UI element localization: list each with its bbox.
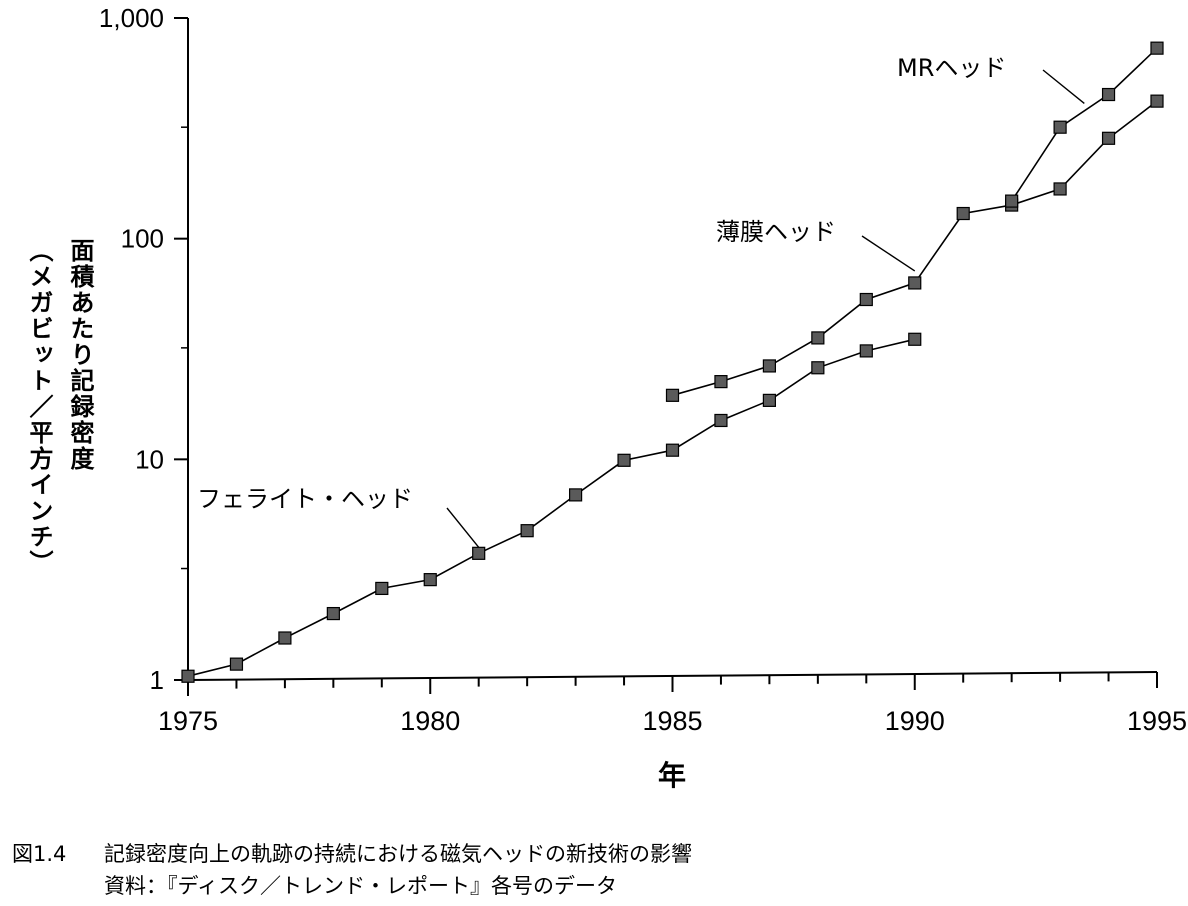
x-tick-label: 1980	[400, 706, 460, 736]
data-point	[714, 375, 728, 389]
data-point	[423, 573, 437, 587]
data-point	[1101, 131, 1116, 145]
data-point	[811, 361, 825, 375]
data-point	[1053, 120, 1067, 134]
data-point	[1150, 94, 1164, 108]
figure-source: 資料：『ディスク／トレンド・レポート』各号のデータ	[104, 874, 618, 898]
figure-caption: 図1.4 記録密度向上の軌跡の持続における磁気ヘッドの新技術の影響 資料：『ディス…	[12, 838, 692, 902]
data-point	[472, 546, 486, 560]
data-point	[1101, 87, 1116, 102]
data-point	[714, 413, 728, 428]
data-point	[859, 292, 873, 307]
y-tick-label: 1	[150, 665, 164, 695]
data-point	[859, 344, 873, 358]
figure-title: 記録密度向上の軌跡の持続における磁気ヘッドの新技術の影響	[104, 842, 692, 866]
data-point	[1150, 41, 1164, 55]
y-axis-title-line-1: 面積あたり記録密度	[66, 238, 94, 472]
y-tick-label: 100	[121, 224, 164, 254]
data-point	[229, 657, 244, 671]
data-point	[1053, 182, 1067, 196]
y-tick-label: 1,000	[99, 3, 164, 33]
series-line-1	[187, 338, 915, 677]
data-point	[1005, 194, 1019, 208]
data-point	[181, 669, 195, 683]
y-axis-title: 面積あたり記録密度 （メガビット／平方インチ）	[18, 238, 98, 648]
series-line-2	[672, 100, 1158, 397]
data-point	[762, 393, 777, 407]
x-tick-label: 1990	[885, 706, 945, 736]
data-point	[956, 206, 970, 221]
y-tick-label: 10	[135, 444, 164, 474]
annotation-label: 薄膜ヘッド	[716, 218, 836, 246]
x-tick-label: 1985	[642, 706, 702, 736]
chart-area: 1 10 100 1,000 1975 1980 1985 1990 1995 フェライト・ヘッ…	[99, 3, 1187, 792]
data-point	[665, 443, 680, 457]
x-axis-title: 年	[658, 759, 686, 792]
annotation-leader-line	[1042, 69, 1085, 104]
data-point	[908, 332, 922, 346]
series-line-3	[1010, 47, 1158, 202]
data-point	[375, 581, 389, 596]
x-tick-label: 1975	[158, 706, 218, 736]
x-tick-label: 1995	[1127, 706, 1187, 736]
data-point	[617, 453, 631, 467]
data-point	[762, 359, 777, 373]
data-point	[908, 276, 922, 290]
data-point	[568, 488, 583, 502]
annotation-leader-line	[861, 235, 916, 272]
data-point	[520, 524, 534, 538]
data-point	[665, 388, 680, 402]
data-point	[326, 606, 340, 621]
figure-number: 図1.4	[12, 842, 67, 866]
annotation-leader-line	[446, 507, 480, 548]
data-point	[278, 631, 292, 645]
data-point	[811, 331, 825, 345]
annotation-label: MRヘッド	[897, 54, 1006, 82]
annotation-label: フェライト・ヘッド	[197, 485, 413, 513]
y-axis-title-line-2: （メガビット／平方インチ）	[25, 238, 53, 576]
